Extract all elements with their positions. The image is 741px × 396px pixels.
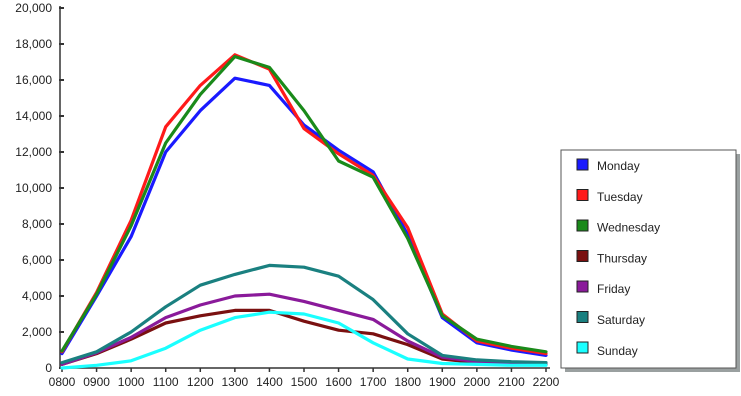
- legend-swatch-monday: [576, 158, 589, 171]
- series-line-saturday: [60, 263, 548, 365]
- x-tick-label: 1400: [256, 375, 283, 389]
- y-tick-label: 10,000: [15, 181, 52, 195]
- series-line-wednesday: [60, 54, 548, 354]
- y-axis: 0 2,000 4,000 6,000 8,000 10,000 12,000 14,000 1…: [15, 1, 64, 375]
- x-tick-label: 2100: [498, 375, 525, 389]
- x-tick-label: 0900: [83, 375, 110, 389]
- x-tick-label: 1100: [153, 375, 179, 389]
- x-tick-label: 1800: [394, 375, 421, 389]
- x-tick-label: 2200: [533, 375, 560, 389]
- legend-label-monday: Monday: [597, 159, 640, 173]
- y-tick-label: 4,000: [22, 289, 52, 303]
- legend-box: [560, 149, 737, 369]
- legend-label-thursday: Thursday: [597, 251, 647, 265]
- series-lines: [60, 53, 548, 370]
- y-tick-label: 12,000: [15, 145, 52, 159]
- legend-label-tuesday: Tuesday: [597, 190, 643, 204]
- y-tick-label: 6,000: [22, 253, 52, 267]
- x-tick-label: 1700: [360, 375, 387, 389]
- y-tick-label: 0: [45, 361, 52, 375]
- x-tick-label: 1000: [118, 375, 145, 389]
- series-line-friday: [60, 292, 548, 366]
- x-tick-label: 1600: [325, 375, 352, 389]
- x-tick-label: 1500: [291, 375, 318, 389]
- legend-label-wednesday: Wednesday: [597, 221, 660, 235]
- legend-swatch-tuesday: [576, 189, 589, 201]
- legend-label-saturday: Saturday: [597, 313, 645, 327]
- y-tick-label: 20,000: [15, 1, 52, 15]
- x-tick-label: 1300: [222, 375, 249, 389]
- x-axis: 0800 0900 1000 1100 1200 1300 1400 1500 1600 1700…: [49, 367, 560, 389]
- legend-swatch-thursday: [576, 250, 589, 262]
- x-tick-label: 2000: [464, 375, 491, 389]
- y-tick-label: 2,000: [22, 325, 52, 339]
- legend-swatch-sunday: [576, 341, 589, 354]
- x-tick-label: 1900: [429, 375, 456, 389]
- legend: Monday Tuesday Wednesday Thursday Friday Satu…: [560, 149, 740, 372]
- x-tick-label: 0800: [49, 375, 76, 389]
- legend-swatch-wednesday: [576, 219, 589, 232]
- legend-swatch-friday: [576, 280, 589, 293]
- series-line-sunday: [60, 310, 548, 370]
- legend-label-friday: Friday: [597, 282, 630, 296]
- legend-swatch-saturday: [576, 311, 589, 323]
- series-line-tuesday: [60, 53, 548, 356]
- y-tick-label: 18,000: [15, 37, 52, 51]
- y-tick-label: 8,000: [22, 217, 52, 231]
- x-tick-label: 1200: [187, 375, 214, 389]
- y-tick-label: 16,000: [15, 73, 52, 87]
- series-line-monday: [60, 76, 548, 357]
- legend-label-sunday: Sunday: [597, 344, 638, 358]
- y-tick-label: 14,000: [15, 109, 52, 123]
